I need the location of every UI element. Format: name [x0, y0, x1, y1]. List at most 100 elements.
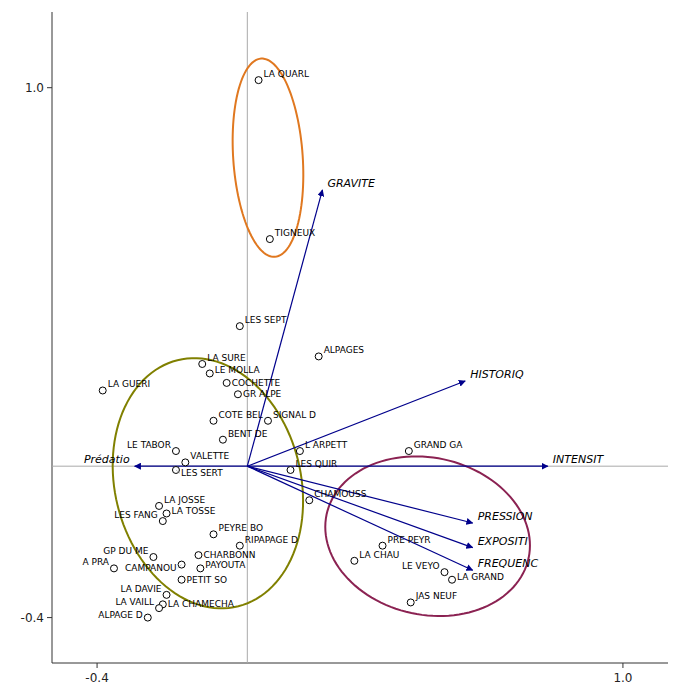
data-point [255, 77, 262, 84]
point-label: RIPAPAGE D [245, 535, 298, 545]
data-point [210, 531, 217, 538]
point-label: GR ALPE [243, 389, 282, 399]
point-label: VALETTE [190, 451, 229, 461]
data-point [407, 599, 414, 606]
group-ellipse [113, 358, 303, 608]
labels: GRAVITEHISTORIQINTENSITPrédatioPRESSIONE… [82, 69, 604, 619]
y-tick-label: 1.0 [25, 81, 44, 95]
point-label: LA GRAND [457, 572, 504, 582]
data-point [296, 448, 303, 455]
data-point [163, 591, 170, 598]
data-point [266, 236, 273, 243]
data-point [163, 510, 170, 517]
data-point [236, 323, 243, 330]
data-point [182, 459, 189, 466]
data-point [144, 614, 151, 621]
point-label: PETIT SO [187, 575, 227, 585]
point-label: LE VEYO [402, 561, 440, 571]
point-label: LA CHAU [359, 550, 399, 560]
background [0, 0, 680, 697]
reference-line [247, 12, 248, 663]
data-point [306, 497, 313, 504]
data-point [206, 370, 213, 377]
point-label: TIGNEUX [274, 228, 315, 238]
point-label: GP DU ME [103, 546, 148, 556]
point-label: LA QUARL [264, 69, 309, 79]
data-point [195, 552, 202, 559]
group-ellipse [325, 456, 530, 616]
point-label: LA VAILL [115, 597, 154, 607]
data-point [223, 379, 230, 386]
data-point [156, 605, 163, 612]
point-label: COCHETTE [232, 378, 281, 388]
point-label: ALPAGE D [98, 610, 143, 620]
point-label: L ARPETT [305, 440, 348, 450]
point-label: JAS NEUF [415, 591, 457, 601]
leader-line [178, 565, 182, 568]
data-point [405, 448, 412, 455]
vector-label: INTENSIT [553, 453, 605, 466]
point-label: LES FANG [114, 510, 158, 520]
data-point [197, 565, 204, 572]
y-tick [47, 87, 52, 88]
data-point [449, 576, 456, 583]
vector-arrow [247, 466, 472, 523]
data-point [234, 391, 241, 398]
y-tick-label: -0.4 [21, 611, 44, 625]
vector-label: FREQUENC [478, 557, 539, 570]
data-point [178, 561, 185, 568]
data-point [110, 565, 117, 572]
point-label: GRAND GA [414, 440, 464, 450]
data-point [210, 417, 217, 424]
data-point [315, 353, 322, 360]
data-point [150, 554, 157, 561]
point-label: LES SERT [181, 468, 223, 478]
vector-arrow [135, 466, 248, 467]
data-point [172, 466, 179, 473]
point-label: LE TABOR [127, 440, 171, 450]
x-tick-label: 1.0 [613, 671, 632, 685]
point-label: PRE PEYR [388, 535, 431, 545]
point-label: LA TOSSE [172, 506, 216, 516]
vector-arrow [247, 466, 472, 570]
vector-label: Prédatio [84, 453, 130, 466]
point-label: PEYRE BO [219, 523, 264, 533]
leader-line [176, 470, 180, 473]
point-label: CAMPANOU [125, 563, 177, 573]
y-tick [47, 617, 52, 618]
x-axis-line [52, 663, 668, 664]
point-label: CHAMOUSS [314, 489, 366, 499]
data-point [199, 360, 206, 367]
point-label: A PRA [82, 557, 109, 567]
point-label: LA SURE [207, 353, 246, 363]
point-label: SIGNAL D [273, 410, 316, 420]
point-label: PAYOUTA [205, 560, 246, 570]
data-point [264, 417, 271, 424]
point-label: LA JOSSE [164, 495, 205, 505]
point-label: LA GUERI [108, 379, 150, 389]
point-label: LES SEPT [245, 315, 287, 325]
data-point [441, 569, 448, 576]
x-tick [622, 663, 623, 668]
data-point [287, 466, 294, 473]
vector-label: EXPOSITI [478, 535, 528, 548]
point-label: COTE BEL [219, 410, 263, 420]
data-point [178, 576, 185, 583]
point-label: LA DAVIE [120, 584, 161, 594]
point-label: LA CHAMECHA [168, 599, 235, 609]
point-label: LE MOLLA [215, 365, 261, 375]
vector-label: GRAVITE [327, 177, 375, 190]
vector-label: PRESSION [478, 510, 533, 523]
vector-arrow [247, 190, 322, 466]
data-point [99, 387, 106, 394]
data-point [379, 542, 386, 549]
data-point [236, 542, 243, 549]
data-point [219, 436, 226, 443]
data-point [159, 518, 166, 525]
point-label: CHARBONN [203, 550, 255, 560]
plot-area [52, 12, 668, 663]
chart: -0.41.0-0.41.0GRAVITEHISTORIQINTENSITPré… [0, 0, 680, 697]
data-point [156, 502, 163, 509]
axes: -0.41.0-0.41.0 [21, 12, 668, 685]
point-label: ALPAGES [324, 345, 365, 355]
